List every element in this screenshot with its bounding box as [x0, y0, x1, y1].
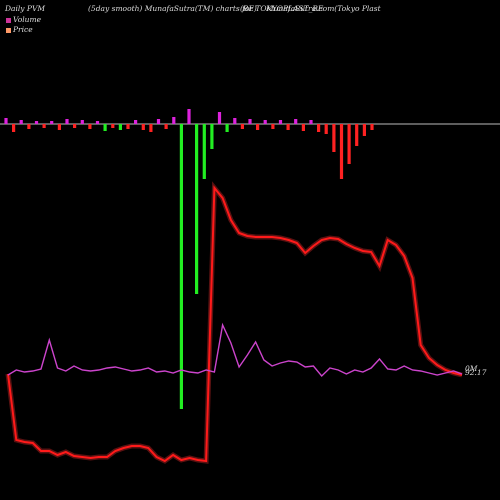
volume-bar: [370, 124, 374, 130]
legend-volume: Volume: [6, 15, 41, 24]
volume-bar: [57, 124, 61, 130]
volume-bar: [141, 124, 145, 130]
volume-bar: [271, 124, 275, 129]
price-line-glow: [5, 181, 463, 464]
volume-bar: [172, 117, 176, 124]
volume-bar: [317, 124, 321, 132]
volume-bar: [324, 124, 328, 134]
volume-bar: [256, 124, 260, 130]
volume-bar: [278, 120, 283, 124]
volume-bar: [263, 120, 267, 124]
legend-price: Price: [6, 25, 33, 34]
volume-bar: [12, 124, 16, 132]
volume-bar: [225, 124, 229, 132]
volume-bar: [19, 120, 23, 124]
chart-header-right: MunafaSutra.com(Tokyo Plast: [266, 4, 381, 13]
volume-bar: [88, 124, 92, 129]
legend-volume-swatch: [6, 17, 11, 23]
volume-bar: [210, 124, 214, 149]
volume-bar: [240, 124, 244, 129]
chart-title: (5day smooth) MunafaSutra(TM) charts for…: [88, 4, 324, 13]
price-end-label: 92.17: [465, 368, 487, 377]
volume-bar: [202, 124, 206, 179]
volume-bar: [4, 118, 8, 124]
legend-volume-label: Volume: [13, 15, 42, 24]
volume-bar: [233, 118, 237, 124]
volume-bar: [179, 124, 183, 409]
volume-bar: [195, 124, 199, 294]
volume-bar: [286, 124, 290, 130]
volume-bar: [355, 124, 359, 146]
volume-bar: [50, 121, 54, 124]
volume-bar: [111, 124, 115, 128]
volume-bar: [65, 119, 69, 124]
volume-bar: [164, 124, 168, 129]
chart-header-left: Daily PVM: [5, 4, 46, 13]
volume-bar: [126, 124, 130, 129]
volume-bar: [332, 124, 336, 152]
legend-price-label: Price: [13, 25, 33, 34]
volume-bar: [309, 120, 313, 124]
volume-bar: [301, 124, 305, 131]
volume-bar: [362, 124, 366, 136]
volume-bar: [134, 120, 138, 124]
volume-bar: [248, 119, 252, 124]
volume-bar: [187, 109, 191, 124]
legend-price-swatch: [6, 27, 11, 33]
volume-bar: [73, 124, 77, 128]
pvm-line: [7, 322, 463, 378]
volume-bars: [4, 109, 374, 409]
volume-bar: [95, 121, 100, 124]
volume-bar: [80, 120, 84, 124]
chart-title-overlap: (BE): [240, 4, 257, 13]
volume-bar: [27, 124, 31, 129]
volume-bar: [339, 124, 344, 179]
volume-bar: [42, 124, 46, 128]
volume-bar: [103, 124, 107, 131]
volume-bar: [34, 121, 39, 124]
volume-bar: [294, 119, 298, 124]
volume-bar: [118, 124, 122, 130]
price-line: [7, 185, 463, 463]
volume-bar: [156, 119, 161, 124]
pvm-end-label: 0M: [465, 364, 478, 373]
volume-bar: [217, 112, 222, 124]
volume-bar: [149, 124, 153, 132]
volume-bar: [347, 124, 351, 164]
